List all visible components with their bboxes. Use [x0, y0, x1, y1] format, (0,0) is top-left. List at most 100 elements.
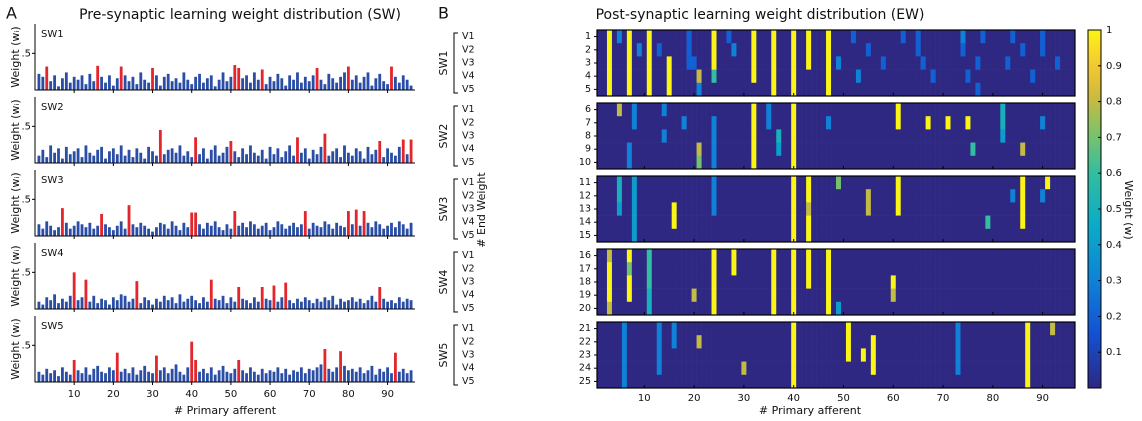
heat-cell — [845, 335, 852, 349]
heat-cell — [905, 129, 911, 143]
heat-cell — [676, 288, 682, 303]
heat-cell — [980, 288, 986, 303]
bar — [49, 225, 53, 236]
heat-cell — [681, 335, 687, 349]
heat-cell — [990, 262, 996, 276]
heat-cell — [1055, 116, 1061, 130]
heat-cell — [616, 228, 623, 243]
heat-cell — [1050, 202, 1056, 216]
heat-cell — [701, 56, 707, 70]
heat-cell — [666, 262, 672, 276]
heat-cell — [935, 103, 941, 117]
heat-cell — [925, 361, 931, 376]
heat-cell — [651, 301, 658, 316]
heat-cell — [885, 189, 892, 203]
bar — [96, 225, 100, 236]
bar — [299, 152, 303, 163]
heat-cell — [950, 288, 956, 303]
heat-cell — [741, 116, 747, 130]
heat-cell — [900, 189, 907, 203]
y-axis-label: # End Weight — [475, 172, 488, 248]
heat-cell — [636, 30, 643, 44]
bar — [127, 149, 131, 163]
bar — [245, 300, 248, 309]
heat-cell — [1015, 228, 1021, 243]
heat-cell — [821, 322, 827, 336]
heat-cell — [1005, 228, 1011, 243]
x-tick-label: 10 — [68, 389, 81, 400]
bar — [276, 301, 280, 309]
heat-cell — [621, 129, 628, 143]
heat-cell — [601, 322, 608, 336]
heat-cell — [990, 374, 996, 389]
heat-cell — [930, 30, 936, 44]
heat-cell — [696, 176, 702, 190]
heat-cell — [786, 288, 792, 303]
heat-cell — [950, 142, 956, 157]
heat-cell — [920, 189, 926, 203]
bar — [233, 151, 237, 163]
heat-cell — [1010, 249, 1016, 263]
heat-cell — [731, 116, 737, 130]
heat-cell — [646, 335, 653, 349]
heat-cell — [771, 189, 777, 203]
heat-cell — [915, 56, 921, 70]
heat-cell — [1025, 361, 1031, 376]
heat-cell — [606, 56, 613, 70]
heat-cell — [930, 361, 936, 376]
heat-cell — [816, 69, 822, 84]
row-sublabel: V3 — [462, 350, 475, 361]
heat-cell — [621, 335, 628, 349]
heat-cell — [606, 82, 613, 97]
heat-cell — [980, 322, 986, 336]
heat-cell — [840, 262, 847, 276]
bar — [198, 303, 201, 309]
heat-cell — [606, 288, 613, 303]
heat-cell — [771, 142, 777, 157]
heat-cell — [796, 288, 802, 303]
heat-cell — [925, 288, 931, 303]
heat-cell — [836, 155, 842, 170]
heat-cell — [711, 249, 717, 263]
heat-cell — [601, 361, 608, 376]
bar — [241, 148, 245, 163]
heat-cell — [806, 189, 812, 203]
heat-cell — [980, 176, 986, 190]
heat-cell — [930, 116, 936, 130]
bar — [319, 364, 323, 382]
heat-cell — [796, 275, 802, 289]
heat-cell — [1010, 82, 1016, 97]
bar — [135, 227, 139, 236]
heat-cell — [1055, 56, 1061, 70]
heat-cell — [597, 116, 603, 130]
heat-cell — [880, 129, 887, 143]
heat-cell — [1020, 275, 1026, 289]
bar — [237, 360, 241, 382]
bar — [123, 368, 127, 382]
heat-cell — [955, 189, 961, 203]
bar — [92, 81, 96, 90]
heat-cell — [751, 202, 757, 216]
row-number: 3 — [585, 58, 591, 69]
heat-cell — [616, 275, 623, 289]
bar — [292, 222, 295, 236]
heat-cell — [781, 335, 787, 349]
bar — [390, 300, 393, 309]
bar — [194, 76, 198, 90]
bar — [405, 228, 409, 236]
bar — [272, 227, 276, 236]
heat-cell — [726, 335, 732, 349]
group-name: SW5 — [437, 343, 450, 368]
heat-cell — [1015, 361, 1021, 376]
heat-cell — [811, 322, 817, 336]
heat-cell — [855, 116, 862, 130]
heat-cell — [746, 103, 752, 117]
heat-cell — [915, 361, 921, 376]
heat-cell — [631, 202, 638, 216]
heat-cell — [905, 82, 911, 97]
heat-cell — [865, 215, 872, 230]
heat-cell — [681, 361, 687, 376]
bar — [264, 84, 268, 90]
bar — [194, 300, 198, 309]
heat-cell — [1055, 202, 1061, 216]
